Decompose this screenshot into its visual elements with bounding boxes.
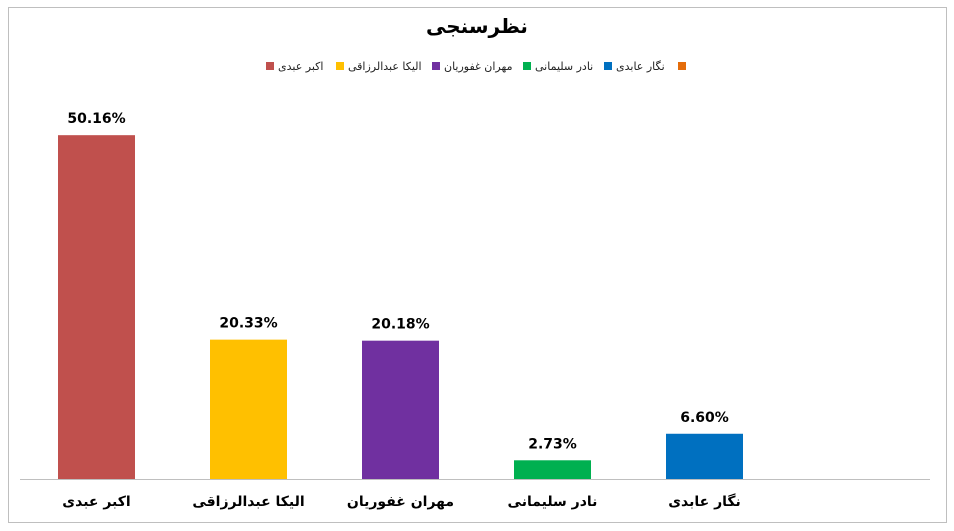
legend-label-4: نادر سلیمانی (535, 59, 594, 73)
legend-item-5: نگار عابدی (604, 58, 665, 74)
legend-item-6 (678, 58, 690, 74)
bar-4 (514, 460, 591, 479)
data-label-5: 6.60% (680, 410, 729, 426)
legend-item-3: مهران غفوریان (432, 58, 512, 74)
legend-swatch-5 (604, 62, 612, 70)
category-label-5: نگار عابدی (668, 493, 741, 510)
bar-1 (58, 135, 135, 479)
legend-swatch-3 (432, 62, 440, 70)
chart-frame (8, 7, 947, 523)
bar-2 (210, 339, 287, 479)
category-label-1: اکبر عبدی (62, 494, 130, 510)
legend-swatch-1 (266, 62, 274, 70)
data-label-4: 2.73% (528, 436, 577, 452)
legend-swatch-2 (336, 62, 344, 70)
legend-item-4: نادر سلیمانی (523, 58, 593, 74)
chart-title: نظرسنجی (426, 14, 528, 38)
category-label-2: الیکا عبدالرزاقی (192, 494, 304, 510)
legend-swatch-6 (678, 62, 686, 70)
bar-5 (666, 433, 743, 479)
chart-legend: اکبر عبدی الیکا عبدالرزاقی مهران غفوریان… (0, 58, 954, 74)
legend-label-2: الیکا عبدالرزاقی (348, 59, 422, 73)
bar-3 (362, 340, 439, 479)
data-label-3: 20.18% (371, 317, 429, 333)
legend-item-2: الیکا عبدالرزاقی (336, 58, 422, 74)
legend-item-1: اکبر عبدی (266, 58, 323, 74)
legend-label-3: مهران غفوریان (444, 59, 513, 73)
category-label-4: نادر سلیمانی (508, 494, 598, 510)
legend-label-1: اکبر عبدی (278, 59, 324, 73)
legend-swatch-4 (523, 62, 531, 70)
category-label-3: مهران غفوریان (347, 494, 454, 510)
legend-label-5: نگار عابدی (616, 59, 665, 73)
data-label-2: 20.33% (219, 316, 277, 332)
data-label-1: 50.16% (67, 111, 125, 127)
